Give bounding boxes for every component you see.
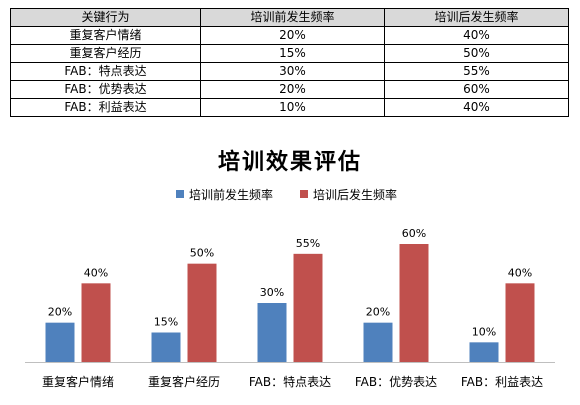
table-row: FAB：利益表达 10% 40% (10, 98, 569, 117)
header-before: 培训前发生频率 (200, 8, 385, 27)
x-tick-label: FAB：特点表达 (249, 374, 331, 389)
cell-after: 40% (384, 98, 569, 117)
legend-swatch (300, 190, 308, 198)
x-tick-label: 重复客户经历 (148, 374, 220, 389)
data-label: 50% (190, 247, 214, 260)
chart-title: 培训效果评估 (217, 149, 362, 175)
table-row: 重复客户经历 15% 50% (10, 44, 569, 63)
legend-label: 培训后发生频率 (313, 187, 397, 202)
data-label: 30% (260, 286, 284, 299)
data-label: 40% (84, 266, 108, 279)
table-header-row: 关键行为 培训前发生频率 培训后发生频率 (10, 8, 569, 27)
bar (363, 322, 393, 362)
bar (187, 263, 217, 362)
legend-label: 培训前发生频率 (189, 187, 273, 202)
cell-after: 55% (384, 62, 569, 81)
data-label: 20% (366, 306, 390, 319)
cell-behavior: FAB：利益表达 (10, 98, 201, 117)
bar (151, 332, 181, 362)
data-label: 40% (508, 266, 532, 279)
x-tick-label: FAB：利益表达 (461, 375, 543, 389)
table-row: FAB：优势表达 20% 60% (10, 80, 569, 99)
data-label: 55% (296, 237, 320, 250)
header-behavior: 关键行为 (10, 8, 201, 27)
bar (81, 283, 111, 362)
data-label: 10% (472, 325, 496, 338)
bar (293, 253, 323, 362)
data-label: 60% (402, 227, 426, 240)
frequency-table: 关键行为 培训前发生频率 培训后发生频率 重复客户情绪 20% 40% 重复客户… (10, 8, 569, 117)
header-after: 培训后发生频率 (384, 8, 569, 27)
table-row: FAB：特点表达 30% 55% (10, 62, 569, 81)
bar (45, 322, 75, 362)
bar (505, 283, 535, 362)
cell-before: 15% (200, 44, 385, 63)
bar (469, 342, 499, 362)
legend-swatch (176, 190, 184, 198)
cell-before: 10% (200, 98, 385, 117)
cell-behavior: 重复客户经历 (10, 44, 201, 63)
bar (399, 244, 429, 362)
bar (257, 303, 287, 362)
cell-after: 40% (384, 26, 569, 45)
x-tick-label: 重复客户情绪 (42, 374, 114, 389)
x-tick-label: FAB：优势表达 (355, 375, 437, 389)
data-label: 20% (48, 306, 72, 319)
data-label: 15% (154, 316, 178, 329)
